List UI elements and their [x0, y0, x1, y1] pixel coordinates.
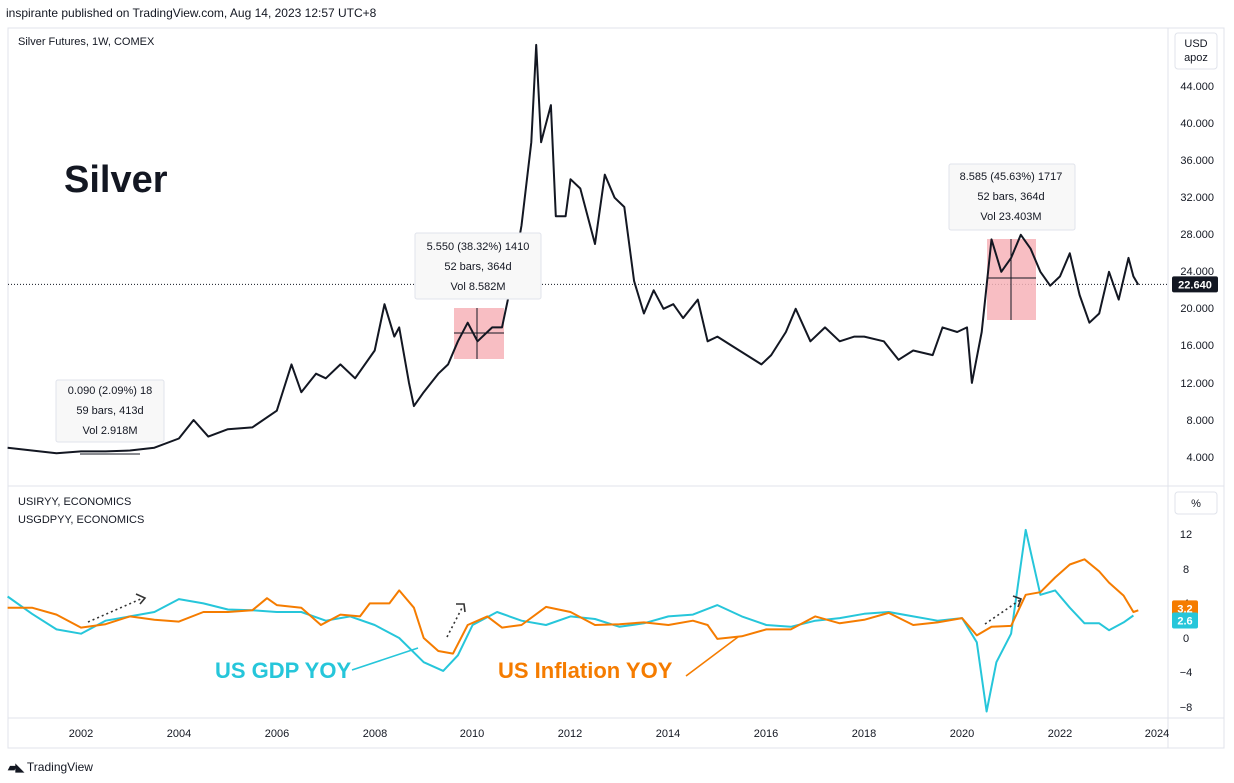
x-tick: 2010: [460, 728, 484, 740]
tooltip-line: 5.550 (38.32%) 1410: [427, 241, 530, 253]
inflation-last-value: 3.2: [1177, 603, 1192, 615]
indicator-unit: %: [1191, 498, 1201, 510]
tooltip-line: Vol 2.918M: [82, 425, 137, 437]
y-tick: 28.000: [1180, 229, 1214, 241]
y-tick: −8: [1180, 702, 1193, 714]
y-tick: 8: [1183, 564, 1189, 576]
indicator-y-axis[interactable]: 12 8 4 0 −4 −8: [1180, 529, 1193, 714]
measure-tooltip-2002: 0.090 (2.09%) 18 59 bars, 413d Vol 2.918…: [55, 379, 165, 443]
tooltip-line: 52 bars, 364d: [977, 191, 1044, 203]
x-tick: 2022: [1048, 728, 1072, 740]
y-tick: 20.000: [1180, 303, 1214, 315]
y-tick: 44.000: [1180, 81, 1214, 93]
tooltip-line: 52 bars, 364d: [444, 261, 511, 273]
x-tick: 2002: [69, 728, 93, 740]
publish-info: inspirante published on TradingView.com,…: [6, 6, 377, 20]
tooltip-line: 0.090 (2.09%) 18: [68, 385, 152, 397]
inflation-annotation-pointer: [685, 636, 739, 677]
x-tick: 2004: [167, 728, 191, 740]
indicator-unit-box[interactable]: %: [1174, 491, 1218, 515]
inflation-series-label: USIRYY, ECONOMICS: [18, 496, 131, 508]
price-unit-line1: USD: [1184, 38, 1207, 50]
inflation-yoy-line[interactable]: [7, 558, 1139, 655]
symbol-label: Silver Futures, 1W, COMEX: [18, 36, 155, 48]
y-tick: 16.000: [1180, 340, 1214, 352]
price-y-axis[interactable]: 44.000 40.000 36.000 32.000 28.000 24.00…: [1180, 81, 1214, 464]
x-tick: 2008: [363, 728, 387, 740]
price-unit-box[interactable]: USD apoz: [1174, 32, 1218, 70]
inflation-last-tag: 3.2: [1172, 600, 1198, 617]
x-tick: 2016: [754, 728, 778, 740]
measure-tooltip-2021: 8.585 (45.63%) 1717 52 bars, 364d Vol 23…: [948, 163, 1076, 231]
x-tick: 2018: [852, 728, 876, 740]
last-price-tag: 22.640: [1172, 276, 1218, 293]
gdp-series-label: USGDPYY, ECONOMICS: [18, 514, 144, 526]
gdp-yoy-line[interactable]: [7, 528, 1134, 713]
tooltip-line: Vol 8.582M: [450, 281, 505, 293]
time-axis[interactable]: 2002 2004 2006 2008 2010 2012 2014 2016 …: [69, 728, 1169, 740]
inflation-annotation: US Inflation YOY: [498, 658, 673, 683]
y-tick: 24.000: [1180, 266, 1214, 278]
x-tick: 2024: [1145, 728, 1169, 740]
chart-canvas[interactable]: Silver Futures, 1W, COMEX Silver USD apo…: [0, 0, 1234, 760]
y-tick: −4: [1180, 667, 1193, 679]
tooltip-line: 59 bars, 413d: [76, 405, 143, 417]
y-tick: 0: [1183, 633, 1189, 645]
footer-brand: TradingView: [26, 760, 93, 774]
x-tick: 2020: [950, 728, 974, 740]
gdp-annotation: US GDP YOY: [215, 658, 351, 683]
silver-price-line[interactable]: [7, 43, 1140, 455]
tooltip-line: 8.585 (45.63%) 1717: [960, 171, 1063, 183]
y-tick: 4.000: [1186, 452, 1214, 464]
y-tick: 32.000: [1180, 192, 1214, 204]
measure-tooltip-2010: 5.550 (38.32%) 1410 52 bars, 364d Vol 8.…: [414, 232, 542, 300]
gdp-last-value: 2.6: [1177, 616, 1192, 628]
y-tick: 12: [1180, 529, 1192, 541]
x-tick: 2014: [656, 728, 680, 740]
gdp-annotation-pointer: [351, 647, 419, 671]
x-tick: 2012: [558, 728, 582, 740]
chart-frame: [7, 27, 1225, 749]
trend-arrows: [87, 593, 1023, 638]
x-tick: 2006: [265, 728, 289, 740]
silver-title: Silver: [64, 159, 168, 201]
last-price-value: 22.640: [1178, 279, 1212, 291]
y-tick: 8.000: [1186, 415, 1214, 427]
price-unit-line2: apoz: [1184, 52, 1208, 64]
tradingview-logo-icon: ▰◣: [8, 761, 24, 774]
footer[interactable]: ▰◣ TradingView: [8, 760, 93, 774]
tooltip-line: Vol 23.403M: [980, 211, 1041, 223]
y-tick: 12.000: [1180, 378, 1214, 390]
y-tick: 36.000: [1180, 155, 1214, 167]
gdp-last-tag: 2.6: [1172, 612, 1198, 629]
y-tick: 40.000: [1180, 118, 1214, 130]
measure-range-2010[interactable]: [454, 308, 504, 359]
